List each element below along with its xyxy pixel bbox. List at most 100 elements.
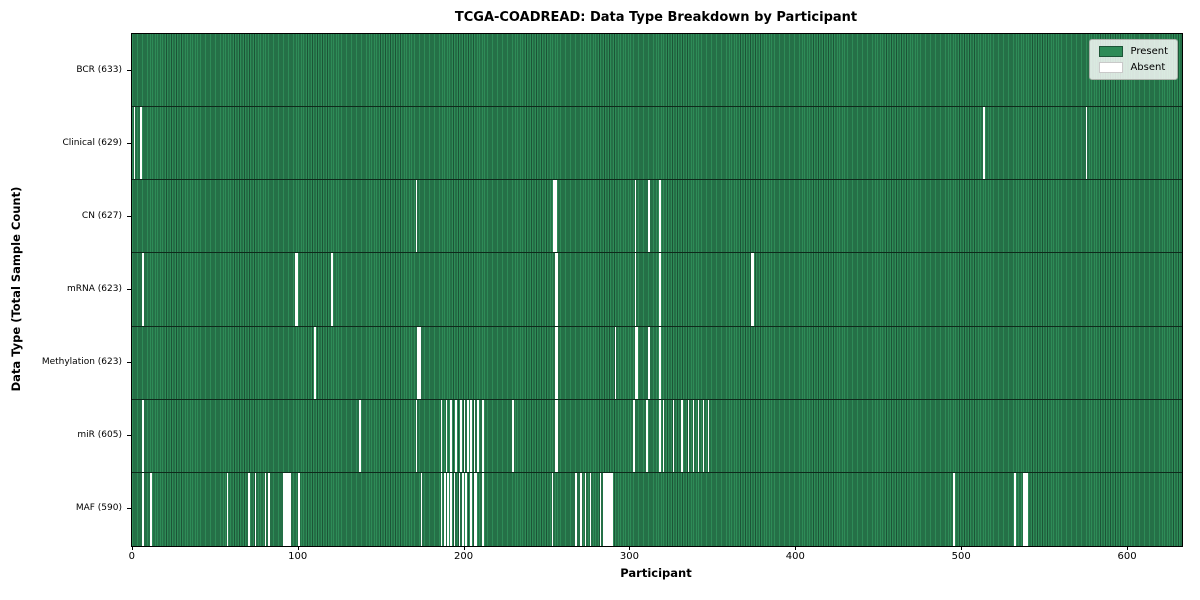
absent-gap <box>692 399 695 472</box>
absent-gap <box>294 253 297 326</box>
y-tick-mark <box>127 289 131 290</box>
absent-gap <box>420 472 423 546</box>
row-maf <box>132 472 1182 546</box>
legend-absent-label: Absent <box>1130 62 1166 73</box>
absent-gap <box>614 326 617 399</box>
absent-gap <box>140 107 142 180</box>
absent-gap <box>141 472 144 546</box>
absent-gap <box>331 253 333 326</box>
x-tick-mark <box>463 546 465 550</box>
absent-gap <box>672 399 675 472</box>
legend: Present Absent <box>1089 39 1178 80</box>
x-tick-label: 500 <box>951 551 971 562</box>
absent-gap <box>470 472 473 546</box>
absent-gap <box>477 399 479 472</box>
x-tick-mark <box>961 546 963 550</box>
y-tick-label: CN (627) <box>81 210 122 221</box>
absent-gap <box>604 472 607 546</box>
absent-gap <box>1014 472 1017 546</box>
absent-gap <box>443 472 446 546</box>
absent-gap <box>465 472 468 546</box>
absent-gap <box>150 472 152 546</box>
x-tick-label: 200 <box>454 551 474 562</box>
absent-gap <box>752 253 755 326</box>
x-tick-label: 0 <box>128 551 136 562</box>
y-tick-mark <box>127 142 131 144</box>
absent-gap <box>296 253 298 326</box>
row-mir <box>132 399 1182 473</box>
absent-gap <box>579 472 582 546</box>
absent-gap <box>556 253 559 326</box>
absent-gap <box>254 472 257 546</box>
absent-gap <box>599 472 602 546</box>
absent-gap <box>647 180 650 253</box>
absent-gap <box>264 472 267 546</box>
absent-gap <box>482 399 484 472</box>
absent-gap <box>415 399 418 472</box>
y-tick-label: MAF (590) <box>75 503 122 514</box>
absent-gap <box>636 326 638 399</box>
absent-gap <box>447 472 449 546</box>
y-tick-mark <box>127 69 131 71</box>
absent-gap <box>681 399 683 472</box>
x-tick-mark <box>795 546 797 550</box>
absent-gap <box>574 472 577 546</box>
absent-gap <box>289 472 292 546</box>
legend-entry-absent: Absent <box>1099 62 1168 73</box>
absent-gap <box>462 472 464 546</box>
absent-gap <box>417 326 419 399</box>
absent-gap <box>554 326 557 399</box>
absent-gap <box>634 180 637 253</box>
plot-area: Present Absent <box>131 33 1183 547</box>
y-tick-label: BCR (633) <box>76 64 122 75</box>
absent-gap <box>511 399 514 472</box>
absent-gap <box>687 399 690 472</box>
absent-gap <box>556 399 559 472</box>
absent-gap <box>282 472 285 546</box>
absent-gap <box>440 472 443 546</box>
absent-gap <box>286 472 288 546</box>
row-cn <box>132 180 1182 254</box>
x-tick-mark <box>131 546 133 550</box>
absent-gap <box>606 472 609 546</box>
absent-gap <box>268 472 270 546</box>
absent-gap <box>584 472 587 546</box>
absent-gap <box>556 326 559 399</box>
absent-gap <box>659 399 662 472</box>
absent-gap <box>982 107 985 180</box>
x-tick-label: 100 <box>288 551 308 562</box>
row-methylation <box>132 326 1182 400</box>
y-tick-mark <box>127 215 131 217</box>
absent-gap <box>662 399 665 472</box>
absent-gap <box>455 399 458 472</box>
absent-gap <box>1085 107 1088 180</box>
absent-gap <box>646 399 648 472</box>
absent-gap <box>609 472 612 546</box>
x-tick-label: 400 <box>785 551 805 562</box>
absent-gap <box>133 107 136 180</box>
absent-gap <box>475 472 478 546</box>
absent-gap <box>647 326 650 399</box>
absent-gap <box>460 399 463 472</box>
absent-gap <box>284 472 287 546</box>
row-clinical <box>132 107 1182 181</box>
absent-gap <box>297 472 300 546</box>
absent-gap <box>554 399 557 472</box>
absent-gap <box>634 326 637 399</box>
row-mrna <box>132 253 1182 327</box>
absent-gap <box>750 253 753 326</box>
absent-gap <box>707 399 710 472</box>
absent-gap <box>659 180 662 253</box>
absent-gap <box>554 253 557 326</box>
y-tick-label: Clinical (629) <box>62 137 122 148</box>
absent-gap <box>248 472 250 546</box>
absent-gap <box>415 180 418 253</box>
y-tick-mark <box>127 362 131 364</box>
absent-gap <box>445 399 448 472</box>
absent-gap <box>458 472 461 546</box>
absent-gap <box>141 253 144 326</box>
y-tick-label: mRNA (623) <box>67 284 122 294</box>
absent-gap <box>359 399 361 472</box>
absent-gap <box>1024 472 1027 546</box>
